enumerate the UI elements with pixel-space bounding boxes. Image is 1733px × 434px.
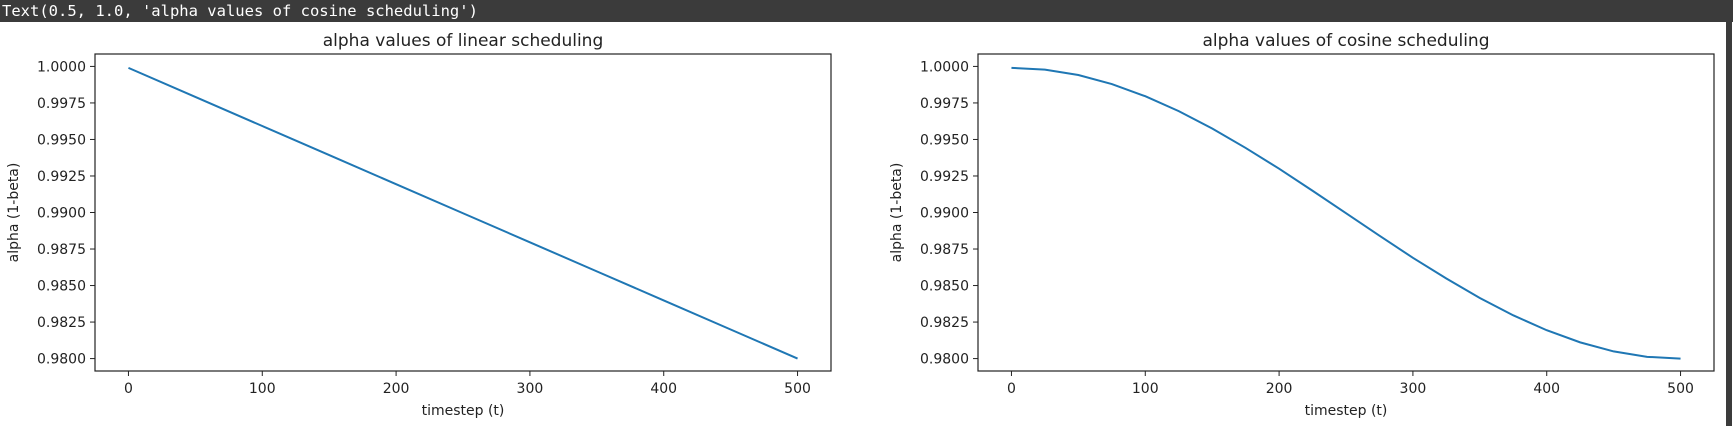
chart1-xlabel: timestep (t) <box>422 403 505 419</box>
chart2-series-line-1 <box>1011 66 1681 360</box>
chart2-xtick-label-5: 500 <box>1667 381 1694 397</box>
chart2-xtick-label-2: 200 <box>1266 381 1293 397</box>
chart2-title: alpha values of cosine scheduling <box>1203 31 1490 51</box>
chart1-ytick-label-2: 0.9850 <box>37 279 86 295</box>
chart1-ytick-label-6: 0.9950 <box>37 132 86 148</box>
chart1-ytick-label-5: 0.9925 <box>37 169 86 185</box>
chart1-xtick-label-1: 100 <box>249 381 276 397</box>
chart1-xtick-label-2: 200 <box>383 381 410 397</box>
chart2-ytick-label-8: 1.0000 <box>920 59 969 75</box>
chart1-xtick-label-4: 400 <box>650 381 677 397</box>
chart1-xtick-label-5: 500 <box>784 381 811 397</box>
chart1-ytick-label-8: 1.0000 <box>37 59 86 75</box>
chart1-xtick-label-0: 0 <box>124 381 133 397</box>
chart1-ytick-label-1: 0.9825 <box>37 315 86 331</box>
chart2-ytick-label-6: 0.9950 <box>920 132 969 148</box>
chart2-ytick-label-3: 0.9875 <box>920 242 969 258</box>
chart1-ytick-label-0: 0.9800 <box>37 352 86 368</box>
chart2-xtick-label-0: 0 <box>1007 381 1016 397</box>
chart1-ytick-label-4: 0.9900 <box>37 206 86 222</box>
chart2-ylabel: alpha (1-beta) <box>889 163 905 263</box>
chart2-xtick-label-3: 300 <box>1400 381 1427 397</box>
chart2-ytick-label-7: 0.9975 <box>920 96 969 112</box>
chart1-ylabel: alpha (1-beta) <box>6 163 22 263</box>
chart1-ytick-label-7: 0.9975 <box>37 96 86 112</box>
chart2-ytick-label-1: 0.9825 <box>920 315 969 331</box>
chart2-ytick-label-0: 0.9800 <box>920 352 969 368</box>
chart2-ytick-label-5: 0.9925 <box>920 169 969 185</box>
scrollbar-thumb[interactable] <box>1726 22 1732 426</box>
figure-canvas: alpha values of linear scheduling 0 100 200… <box>6 31 1715 419</box>
chart2-xlabel: timestep (t) <box>1305 403 1388 419</box>
chart2-ytick-label-2: 0.9850 <box>920 279 969 295</box>
chart1-ytick-label-3: 0.9875 <box>37 242 86 258</box>
chart1-xtick-label-3: 300 <box>517 381 544 397</box>
chart2-xtick-label-4: 400 <box>1533 381 1560 397</box>
chart1-title: alpha values of linear scheduling <box>323 31 604 51</box>
chart2-ytick-label-4: 0.9900 <box>920 206 969 222</box>
chart2-xtick-label-1: 100 <box>1132 381 1159 397</box>
chart1-series-line-1 <box>128 66 798 360</box>
cell-output-text: Text(0.5, 1.0, 'alpha values of cosine s… <box>0 0 1733 22</box>
